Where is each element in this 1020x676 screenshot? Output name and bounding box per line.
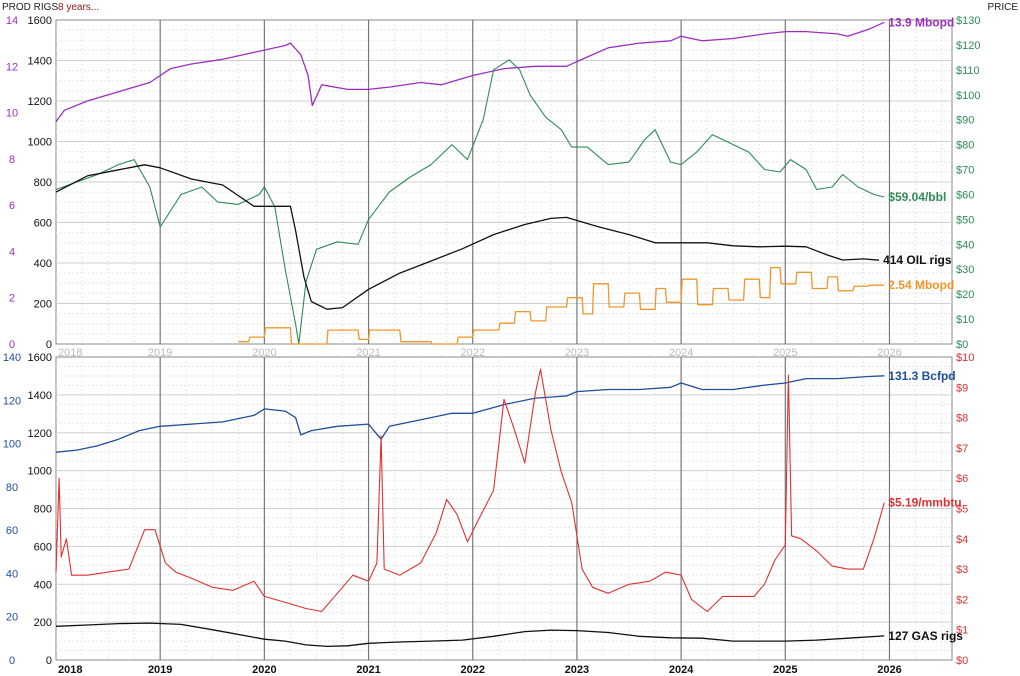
price-axis-tick-label: $20 <box>956 289 974 301</box>
production-axis-tick-label: 0 <box>9 655 15 667</box>
production-axis-tick-label: 4 <box>9 246 15 258</box>
x-tick-label: 2023 <box>565 347 589 359</box>
price-axis-tick-label: $2 <box>956 594 968 606</box>
rig-axis-tick-label: 600 <box>34 541 52 553</box>
production-axis-tick-label: 0 <box>9 339 15 351</box>
rig-axis-tick-label: 1200 <box>28 96 52 108</box>
price-axis-tick-label: $4 <box>956 534 968 546</box>
production-axis-tick-label: 80 <box>6 482 18 494</box>
price-axis-tick-label: $1 <box>956 625 968 637</box>
production-axis-tick-label: 60 <box>6 525 18 537</box>
x-tick-label: 2020 <box>252 347 276 359</box>
price-axis-tick-label: $10 <box>956 314 974 326</box>
price-axis-tick-label: $130 <box>956 15 980 27</box>
price-axis-tick-label: $8 <box>956 413 968 425</box>
oil-panel: 2018 2019 2020 2021 2022 2023 2024 2025 2026 0 200… <box>6 15 981 359</box>
oil-production-label: 13.9 Mbopd <box>888 15 954 29</box>
gas-production-label: 131.3 Bcfpd <box>888 369 955 383</box>
price-axis-tick-label: $70 <box>956 165 974 177</box>
production-axis-tick-label: 20 <box>6 612 18 624</box>
price-axis-tick-label: $120 <box>956 40 980 52</box>
production-axis-tick-label: 100 <box>3 439 21 451</box>
x-tick-label: 2023 <box>565 664 589 676</box>
oil-production-line <box>55 21 885 123</box>
price-axis-tick-label: $110 <box>956 65 980 77</box>
rig-axis-tick-label: 400 <box>34 258 52 270</box>
x-tick-label: 2019 <box>148 347 172 359</box>
x-tick-label: 2026 <box>877 347 901 359</box>
price-axis-tick-label: $80 <box>956 140 974 152</box>
x-tick-label: 2018 <box>58 347 82 359</box>
other-production-line <box>238 266 885 345</box>
gas-rigs-line <box>55 622 885 648</box>
gas-rigs-label: 127 GAS rigs <box>888 629 963 643</box>
x-tick-label: 2018 <box>58 664 82 676</box>
oil-price-line <box>55 59 885 345</box>
rig-axis-tick-label: 0 <box>46 655 52 667</box>
production-axis-tick-label: 12 <box>6 61 18 73</box>
x-tick-label: 2019 <box>148 664 172 676</box>
x-tick-label: 2022 <box>461 664 485 676</box>
x-tick-label: 2021 <box>356 664 380 676</box>
rig-axis-tick-label: 1600 <box>28 15 52 27</box>
rig-axis-tick-label: 1000 <box>28 137 52 149</box>
rig-axis-tick-label: 200 <box>34 299 52 311</box>
rig-axis-tick-label: 1200 <box>28 428 52 440</box>
oil-rigs-label: 414 OIL rigs <box>883 253 952 267</box>
price-axis-tick-label: $0 <box>956 339 968 351</box>
price-axis-tick-label: $7 <box>956 443 968 455</box>
price-axis-tick-label: $0 <box>956 655 968 667</box>
gas-price-label: $5.19/mmbtu <box>888 496 961 510</box>
oil-rigs-line <box>55 164 880 310</box>
price-axis-tick-label: $30 <box>956 264 974 276</box>
rig-axis-tick-label: 1400 <box>28 56 52 68</box>
production-axis-tick-label: 2 <box>9 293 15 305</box>
rig-axis-tick-label: 400 <box>34 579 52 591</box>
price-axis-tick-label: $60 <box>956 189 974 201</box>
production-axis-tick-label: 10 <box>6 108 18 120</box>
x-tick-label: 2025 <box>773 664 797 676</box>
price-axis-tick-label: $9 <box>956 382 968 394</box>
other-production-label: 2.54 Mbopd <box>888 278 954 292</box>
gas-production-line <box>55 375 885 453</box>
period-note: 8 years... <box>58 2 99 13</box>
oil-price-label: $59.04/bbl <box>888 190 946 204</box>
x-tick-label: 2024 <box>669 664 694 676</box>
rig-axis-tick-label: 200 <box>34 617 52 629</box>
x-tick-label: 2024 <box>669 347 693 359</box>
price-axis-tick-label: $100 <box>956 90 980 102</box>
price-axis-tick-label: $3 <box>956 564 968 576</box>
rig-axis-tick-label: 1600 <box>28 352 52 364</box>
production-axis-tick-label: 6 <box>9 200 15 212</box>
rig-axis-tick-label: 800 <box>34 504 52 516</box>
right-axis-header: PRICE <box>987 2 1018 13</box>
x-tick-label: 2020 <box>252 664 276 676</box>
production-axis-tick-label: 140 <box>3 352 21 364</box>
production-axis-tick-label: 120 <box>3 395 21 407</box>
production-axis-tick-label: 40 <box>6 568 18 580</box>
x-tick-label: 2025 <box>773 347 797 359</box>
gas-price-line <box>55 368 885 613</box>
rig-axis-tick-label: 800 <box>34 177 52 189</box>
price-axis-tick-label: $40 <box>956 239 974 251</box>
gas-panel: 2018 2019 2020 2021 2022 2023 2024 2025 20260200… <box>3 352 975 676</box>
price-axis-tick-label: $90 <box>956 115 974 127</box>
x-tick-label: 2021 <box>356 347 380 359</box>
price-axis-tick-label: $10 <box>956 352 974 364</box>
rig-axis-tick-label: 0 <box>46 339 52 351</box>
price-axis-tick-label: $6 <box>956 473 968 485</box>
production-axis-tick-label: 14 <box>6 15 18 27</box>
price-axis-tick-label: $5 <box>956 504 968 516</box>
x-tick-label: 2026 <box>877 664 901 676</box>
left-axis-header: PROD RIGS <box>2 2 58 13</box>
rig-axis-tick-label: 1000 <box>28 466 52 478</box>
x-tick-label: 2022 <box>461 347 485 359</box>
production-axis-tick-label: 8 <box>9 154 15 166</box>
rig-axis-tick-label: 600 <box>34 218 52 230</box>
rig-axis-tick-label: 1400 <box>28 390 52 402</box>
price-axis-tick-label: $50 <box>956 214 974 226</box>
